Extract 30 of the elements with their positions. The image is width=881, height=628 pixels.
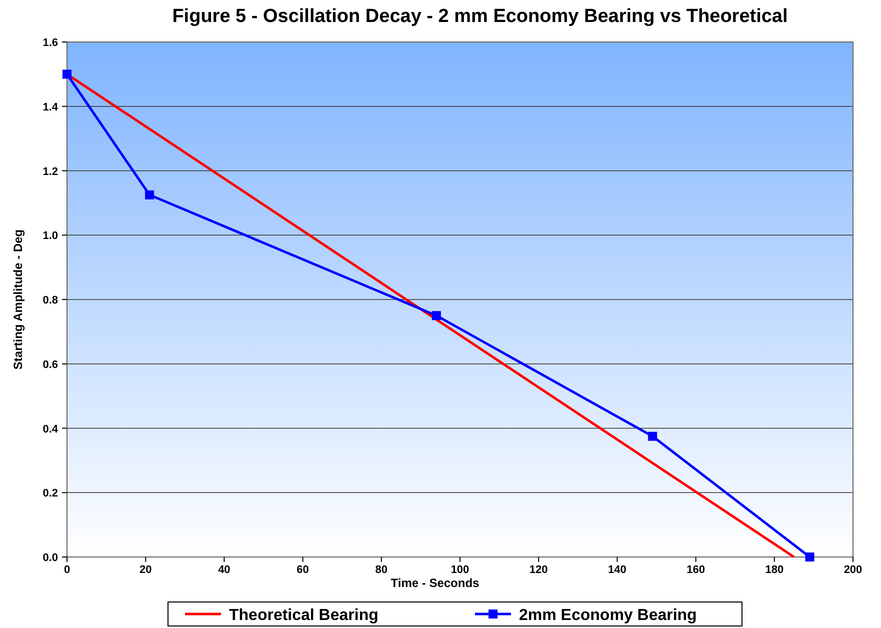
y-tick-label: 0.0 [42,552,58,564]
x-tick-label: 160 [686,564,705,576]
x-tick-label: 100 [450,564,470,576]
y-tick-label: 1.4 [42,101,59,114]
legend-label: Theoretical Bearing [229,607,378,624]
x-tick-label: 80 [375,564,388,576]
y-tick-label: 0.4 [42,423,59,436]
y-axis-title: Starting Amplitude - Deg [11,229,25,370]
x-tick-label: 180 [765,564,784,576]
x-tick-label: 200 [844,564,862,576]
y-tick-label: 0.8 [42,294,58,306]
y-tick-label: 1.6 [42,37,58,49]
point [145,190,154,200]
x-tick-label: 120 [529,564,548,576]
x-tick-label: 40 [218,564,230,576]
point [805,552,814,562]
y-tick-label: 0.2 [42,488,58,500]
x-tick-label: 60 [296,564,309,576]
x-tick-label: 140 [608,564,626,576]
x-tick-label: 20 [139,564,152,576]
y-tick-label: 0.6 [42,358,58,371]
x-axis-title: Time - Seconds [390,576,480,590]
chart-title: Figure 5 - Oscillation Decay - 2 mm Economy Bearing vs Theoretical [172,6,788,27]
y-tick-label: 1.2 [42,166,58,178]
y-tick-label: 1.0 [42,230,58,242]
legend-label: 2mm Economy Bearing [519,607,697,624]
x-tick-label: 0 [64,564,70,576]
point [648,432,658,441]
point [432,311,441,320]
point [62,70,72,79]
